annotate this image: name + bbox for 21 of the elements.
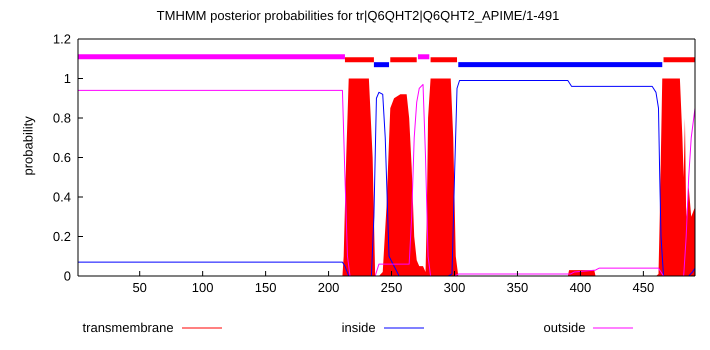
y-tick-label: 0.8 [52,110,71,126]
y-tick-label: 0.4 [52,190,71,205]
legend-label: outside [544,320,586,335]
y-tick-label: 0.2 [52,229,71,244]
y-tick-label: 0.6 [52,150,71,166]
x-tick-label: 450 [632,280,654,296]
x-tick-label: 100 [192,280,214,296]
legend-label: transmembrane [82,320,174,335]
y-tick-label: 1 [64,71,71,86]
x-tick-label: 300 [444,280,466,296]
y-axis-title: probability [20,116,36,176]
x-tick-label: 400 [570,280,592,296]
x-tick-label: 200 [318,280,340,296]
x-tick-label: 150 [254,280,276,296]
x-tick-label: 50 [132,280,147,296]
legend-label: inside [342,320,376,335]
x-tick-label: 250 [380,280,402,296]
y-tick-label: 1.2 [52,32,71,47]
y-tick-label: 0 [64,268,71,284]
x-tick-label: 350 [506,280,528,296]
chart-title: TMHMM posterior probabilities for tr|Q6QHT2|Q6QHT2_APIME/1-491 [156,8,560,25]
